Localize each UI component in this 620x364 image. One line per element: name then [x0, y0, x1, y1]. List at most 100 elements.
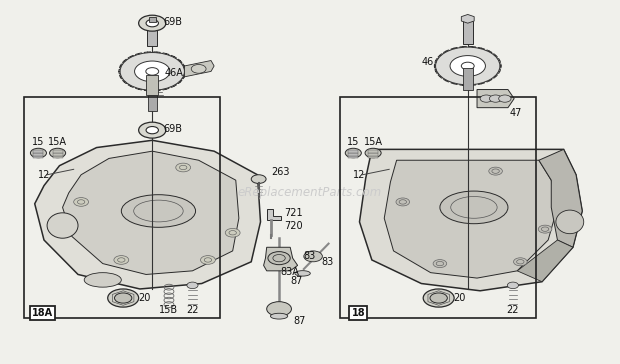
- Text: 20: 20: [138, 293, 151, 303]
- Circle shape: [436, 47, 500, 85]
- Bar: [146, 75, 159, 95]
- Circle shape: [108, 289, 139, 307]
- Polygon shape: [539, 149, 582, 247]
- Circle shape: [507, 282, 518, 289]
- Bar: [463, 68, 472, 90]
- Circle shape: [225, 229, 240, 237]
- Bar: [148, 26, 157, 46]
- Circle shape: [139, 122, 166, 138]
- Text: 87: 87: [293, 316, 306, 325]
- Circle shape: [450, 56, 485, 76]
- Circle shape: [187, 282, 198, 289]
- Text: 15: 15: [347, 137, 360, 147]
- Polygon shape: [360, 149, 582, 291]
- Circle shape: [489, 167, 502, 175]
- Circle shape: [135, 61, 170, 82]
- Circle shape: [430, 293, 448, 303]
- Ellipse shape: [47, 213, 78, 238]
- Text: 22: 22: [186, 305, 199, 314]
- Text: 46A: 46A: [165, 68, 184, 78]
- Circle shape: [267, 302, 291, 316]
- Circle shape: [115, 293, 132, 303]
- Circle shape: [50, 148, 66, 158]
- Circle shape: [175, 163, 190, 172]
- Circle shape: [304, 251, 322, 262]
- Text: 18: 18: [352, 308, 365, 318]
- Bar: [463, 21, 472, 44]
- Ellipse shape: [84, 273, 122, 287]
- Bar: [149, 17, 156, 22]
- Circle shape: [139, 15, 166, 31]
- Bar: [33, 156, 43, 158]
- Circle shape: [30, 148, 46, 158]
- Text: 87: 87: [290, 276, 303, 286]
- Circle shape: [251, 175, 266, 183]
- Ellipse shape: [556, 210, 584, 234]
- Bar: [53, 156, 63, 158]
- Bar: [348, 156, 358, 158]
- Circle shape: [513, 258, 527, 266]
- Circle shape: [489, 95, 502, 102]
- Text: 721: 721: [284, 208, 303, 218]
- Bar: [53, 153, 63, 155]
- Circle shape: [146, 127, 159, 134]
- Circle shape: [120, 52, 184, 90]
- Text: 83: 83: [304, 251, 316, 261]
- Bar: [348, 150, 358, 153]
- Bar: [340, 97, 536, 318]
- Bar: [33, 150, 43, 153]
- Bar: [368, 150, 378, 153]
- Circle shape: [345, 148, 361, 158]
- Circle shape: [268, 252, 290, 265]
- Text: 15A: 15A: [48, 137, 67, 147]
- Bar: [33, 153, 43, 155]
- Bar: [368, 156, 378, 158]
- Ellipse shape: [270, 313, 288, 319]
- Circle shape: [538, 225, 552, 233]
- Polygon shape: [477, 90, 514, 108]
- Text: 15A: 15A: [363, 137, 383, 147]
- Text: 263: 263: [271, 167, 290, 177]
- Polygon shape: [267, 209, 281, 220]
- Bar: [368, 153, 378, 155]
- Circle shape: [200, 256, 215, 264]
- Polygon shape: [35, 140, 260, 289]
- Text: 69B: 69B: [164, 17, 182, 27]
- Circle shape: [423, 289, 454, 307]
- Polygon shape: [435, 46, 501, 86]
- Circle shape: [480, 95, 492, 102]
- Bar: [148, 95, 157, 111]
- Circle shape: [146, 20, 159, 27]
- Ellipse shape: [440, 191, 508, 224]
- Circle shape: [396, 198, 410, 206]
- Text: 22: 22: [507, 305, 519, 314]
- Text: 20: 20: [453, 293, 466, 303]
- Polygon shape: [461, 15, 474, 23]
- Text: 83A: 83A: [280, 266, 299, 277]
- Circle shape: [191, 64, 206, 73]
- Text: 47: 47: [510, 108, 522, 118]
- Circle shape: [114, 256, 129, 264]
- Text: 720: 720: [284, 221, 303, 231]
- Bar: [24, 97, 220, 318]
- Polygon shape: [384, 160, 557, 278]
- Polygon shape: [517, 240, 573, 282]
- Text: 69B: 69B: [164, 124, 182, 134]
- Text: 83: 83: [321, 257, 334, 267]
- Circle shape: [433, 260, 447, 268]
- Polygon shape: [119, 52, 185, 91]
- Polygon shape: [184, 60, 214, 77]
- Text: 15: 15: [32, 137, 45, 147]
- Text: 12: 12: [38, 170, 50, 180]
- Circle shape: [74, 198, 89, 206]
- Polygon shape: [63, 151, 239, 274]
- Circle shape: [461, 62, 474, 70]
- Text: 46: 46: [422, 57, 434, 67]
- Text: 18A: 18A: [32, 308, 53, 318]
- Text: 12: 12: [353, 170, 366, 180]
- Ellipse shape: [122, 195, 195, 228]
- Circle shape: [498, 95, 511, 102]
- Bar: [348, 153, 358, 155]
- Text: 15B: 15B: [159, 305, 179, 314]
- Ellipse shape: [295, 271, 310, 276]
